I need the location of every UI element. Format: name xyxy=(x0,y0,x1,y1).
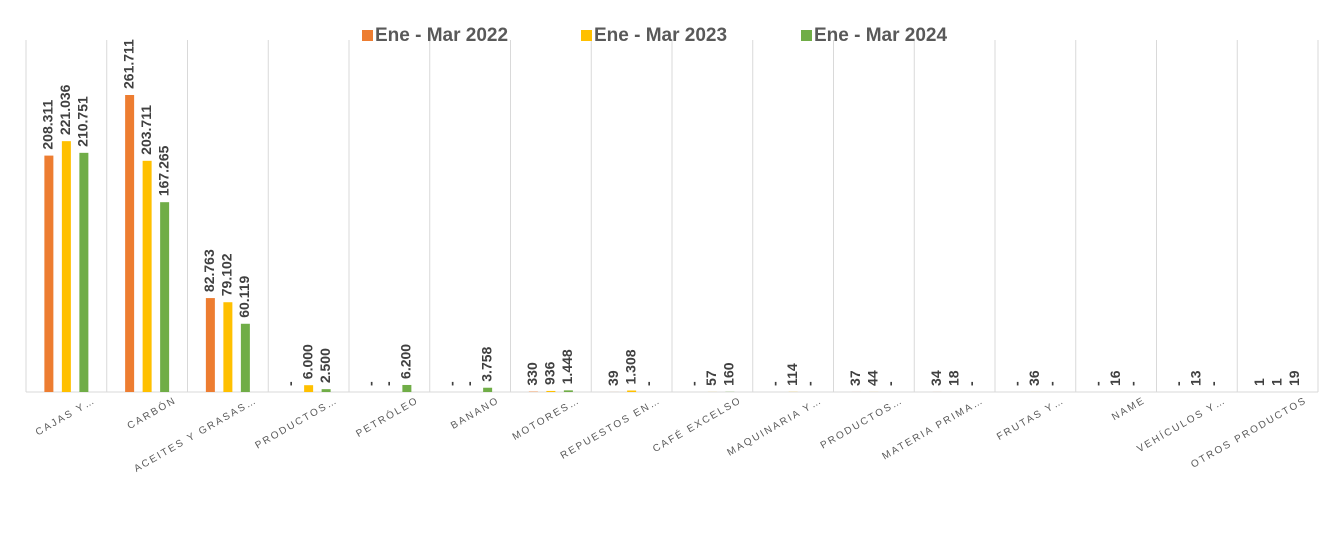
value-label: 16 xyxy=(1107,370,1123,386)
x-tick-label: CAJAS Y… xyxy=(34,395,98,438)
x-tick-label: PRODUCTOS… xyxy=(253,395,340,451)
bar xyxy=(321,389,331,392)
value-label: 6.200 xyxy=(398,344,414,379)
value-label: 1 xyxy=(1268,378,1284,386)
x-tick-label: NAME xyxy=(1110,395,1147,423)
value-label: 210.751 xyxy=(75,96,91,147)
bar xyxy=(79,152,89,392)
bar xyxy=(483,387,493,392)
value-label: - xyxy=(461,381,477,386)
bar xyxy=(125,95,135,392)
value-label: 208.311 xyxy=(40,100,56,150)
x-tick-label: FRUTAS Y… xyxy=(995,395,1067,443)
x-tick-label: BANANO xyxy=(449,395,501,432)
bar xyxy=(304,385,314,392)
value-label: 34 xyxy=(928,370,944,386)
value-label: - xyxy=(882,381,898,386)
value-label: - xyxy=(640,381,656,386)
bar xyxy=(223,302,233,392)
value-label: 82.763 xyxy=(201,249,217,292)
bar xyxy=(240,323,250,392)
value-label: 1.308 xyxy=(622,349,638,384)
value-label: 330 xyxy=(524,362,540,386)
value-label: 36 xyxy=(1026,370,1042,386)
value-label: - xyxy=(766,381,782,386)
value-label: 2.500 xyxy=(317,348,333,383)
value-label: 19 xyxy=(1286,370,1302,386)
value-label: 936 xyxy=(542,361,558,385)
value-label: - xyxy=(1089,381,1105,386)
value-label: - xyxy=(363,381,379,386)
value-label: 221.036 xyxy=(57,84,73,135)
value-label: 1.448 xyxy=(559,349,575,384)
bar xyxy=(546,390,556,392)
x-tick-label: PETRÓLEO xyxy=(353,393,421,439)
legend-label: Ene - Mar 2022 xyxy=(375,25,508,46)
value-label: 1 xyxy=(1251,378,1267,386)
value-label: - xyxy=(686,381,702,386)
bar xyxy=(44,155,54,392)
legend-label: Ene - Mar 2024 xyxy=(814,25,947,46)
bar xyxy=(61,141,71,392)
value-label: 160 xyxy=(721,362,737,386)
bar xyxy=(205,298,215,392)
value-label: 37 xyxy=(847,370,863,386)
value-label: 57 xyxy=(703,370,719,386)
value-label: 79.102 xyxy=(219,253,235,296)
bar xyxy=(402,384,412,392)
value-label: - xyxy=(380,381,396,386)
bar xyxy=(563,390,573,392)
value-label: - xyxy=(1124,381,1140,386)
legend-swatch xyxy=(362,30,373,41)
value-label: - xyxy=(1205,381,1221,386)
value-label: 6.000 xyxy=(299,344,315,379)
value-label: 261.711 xyxy=(120,39,136,89)
bar xyxy=(627,390,637,392)
legend-swatch xyxy=(581,30,592,41)
bar xyxy=(142,160,152,392)
value-label: 44 xyxy=(865,370,881,386)
value-label: - xyxy=(1009,381,1025,386)
x-tick-label: CARBÓN xyxy=(125,393,179,432)
value-label: 18 xyxy=(945,370,961,386)
value-label: - xyxy=(282,381,298,386)
value-label: - xyxy=(443,381,459,386)
value-label: 39 xyxy=(605,370,621,386)
bar xyxy=(160,202,170,392)
legend-swatch xyxy=(801,30,812,41)
value-label: 3.758 xyxy=(478,346,494,381)
value-label: 114 xyxy=(784,363,800,386)
x-tick-label: MOTORES… xyxy=(511,395,583,443)
value-label: - xyxy=(801,381,817,386)
x-tick-label: PRODUCTOS… xyxy=(819,395,906,451)
value-label: - xyxy=(1170,381,1186,386)
legend-label: Ene - Mar 2023 xyxy=(594,25,727,46)
value-label: 13 xyxy=(1188,370,1204,386)
value-label: 167.265 xyxy=(155,145,171,196)
value-label: - xyxy=(1044,381,1060,386)
value-label: - xyxy=(963,381,979,386)
value-label: 203.711 xyxy=(138,105,154,155)
value-label: 60.119 xyxy=(236,276,252,318)
